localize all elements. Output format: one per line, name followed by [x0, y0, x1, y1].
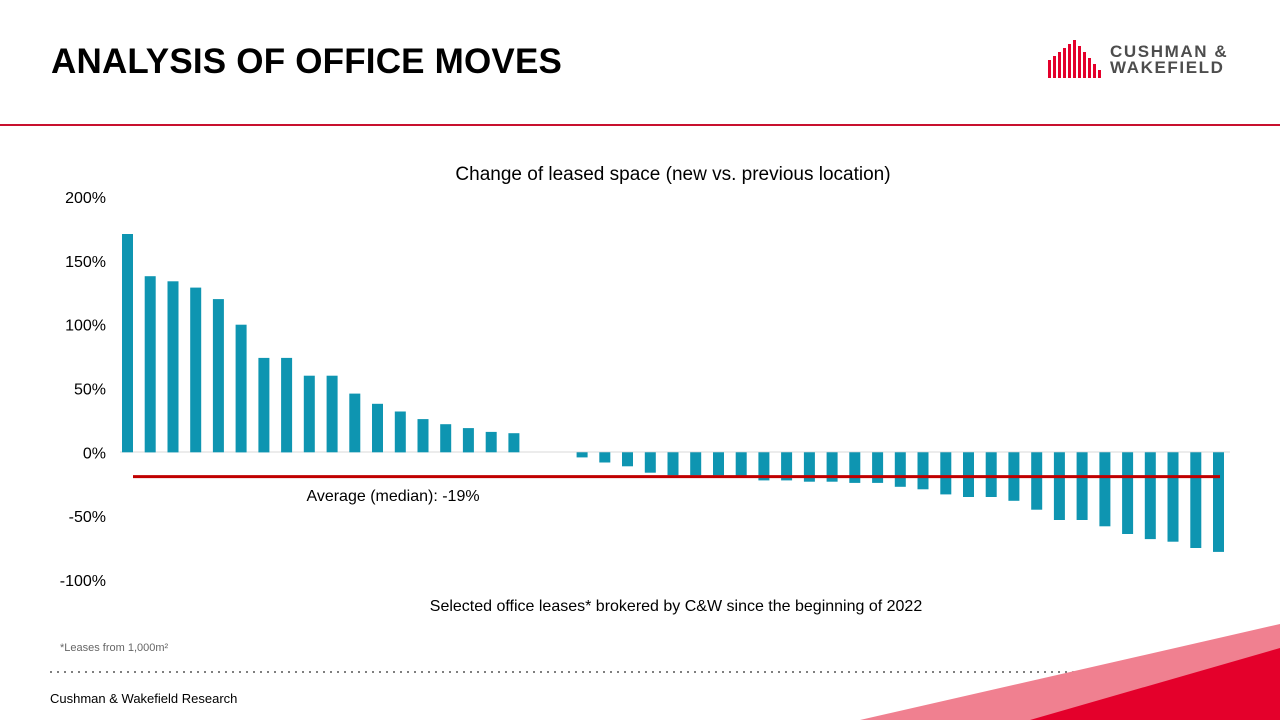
y-axis-labels: 200% 150% 100% 50% 0% -50% -100%: [60, 190, 106, 590]
bar: [917, 452, 929, 490]
footer-source: Cushman & Wakefield Research: [50, 691, 238, 706]
bar: [417, 419, 429, 453]
bar: [1031, 452, 1043, 510]
logo-bars-icon: [1048, 40, 1101, 78]
bar: [644, 452, 656, 473]
footnote: *Leases from 1,000m²: [60, 642, 169, 654]
bar: [349, 393, 361, 453]
y-tick-label: 50%: [74, 382, 106, 399]
bar: [144, 276, 156, 453]
bar: [190, 287, 202, 453]
dashed-divider: [50, 671, 1230, 673]
bar: [894, 452, 906, 487]
bar: [394, 411, 406, 453]
y-tick-label: 100%: [65, 318, 106, 335]
bar: [849, 452, 861, 483]
bar: [690, 452, 702, 476]
bar: [667, 452, 679, 476]
bar: [303, 375, 315, 453]
company-logo: CUSHMAN & WAKEFIELD: [1048, 40, 1238, 80]
bar: [758, 452, 770, 481]
bar: [735, 452, 747, 477]
bar: [985, 452, 997, 497]
bar: [235, 324, 247, 453]
bar: [1053, 452, 1065, 520]
bar: [872, 452, 884, 483]
bar: [485, 431, 497, 453]
bar: [1190, 452, 1202, 548]
bar: [1122, 452, 1134, 534]
bar: [508, 433, 520, 453]
bar: [1076, 452, 1088, 520]
x-axis-label: Selected office leases* brokered by C&W …: [430, 598, 923, 615]
bar: [576, 452, 588, 458]
bar: [1099, 452, 1111, 527]
corner-decoration: [860, 624, 1280, 720]
bar: [212, 299, 224, 453]
y-tick-label: -50%: [69, 509, 106, 526]
y-tick-label: 150%: [65, 254, 106, 271]
bar: [281, 357, 293, 453]
bar: [940, 452, 952, 495]
logo-line-2: WAKEFIELD: [1110, 58, 1225, 77]
bar: [372, 403, 383, 453]
bar: [622, 452, 633, 467]
median-label: Average (median): -19%: [306, 488, 479, 505]
bar: [462, 428, 474, 453]
bar-series: [122, 234, 1224, 552]
bar: [167, 281, 179, 453]
bar: [713, 452, 724, 476]
bar: [258, 357, 270, 453]
logo-wordmark: CUSHMAN & WAKEFIELD: [1110, 42, 1229, 77]
bar: [963, 452, 974, 497]
y-tick-label: -100%: [60, 573, 106, 590]
bar: [826, 452, 838, 482]
bar: [781, 452, 793, 481]
bar: [326, 375, 338, 453]
header-divider: [0, 124, 1280, 126]
bar: [599, 452, 611, 463]
chart-title: Change of leased space (new vs. previous…: [455, 164, 890, 185]
bar: [1213, 452, 1224, 552]
bar: [803, 452, 815, 482]
y-tick-label: 0%: [83, 445, 106, 462]
bar: [440, 424, 452, 453]
slide-title: ANALYSIS OF OFFICE MOVES: [51, 42, 563, 81]
bar: [1167, 452, 1179, 542]
y-tick-label: 200%: [65, 190, 106, 207]
bar: [1144, 452, 1156, 540]
logo-line-1: CUSHMAN &: [1110, 42, 1229, 61]
bar: [122, 234, 133, 453]
